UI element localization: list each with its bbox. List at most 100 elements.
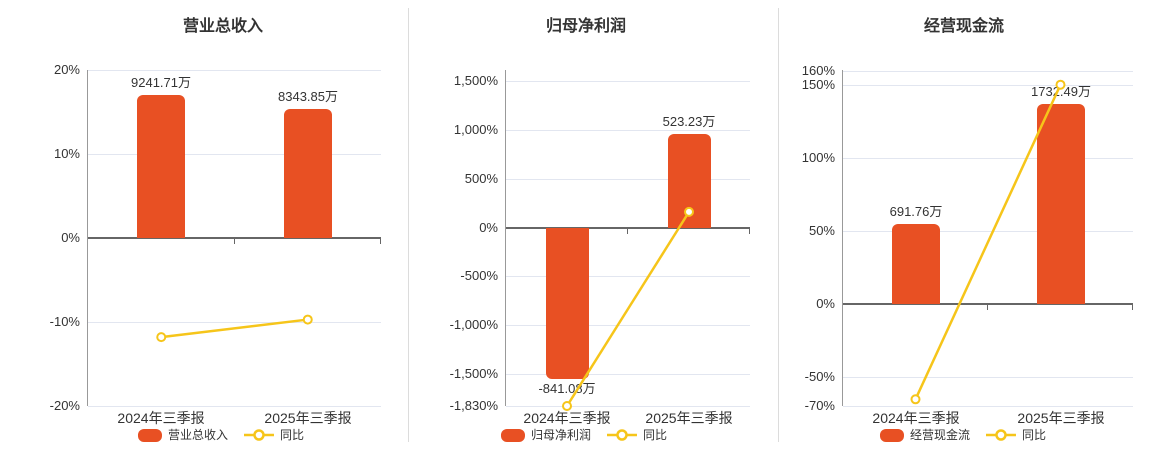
x-axis-tick — [987, 305, 988, 310]
x-axis-category-label: 2025年三季报 — [264, 410, 352, 426]
y-axis-tick-label: 1,500% — [453, 73, 498, 88]
revenue-chart-panel: 营业总收入 9241.71万 8343.85万 20% 10% 0% -10% -20% 202… — [0, 0, 408, 450]
gridline — [843, 85, 1133, 86]
bar-value-label: 9241.71万 — [131, 75, 191, 90]
x-axis-category-label: 2025年三季报 — [645, 410, 733, 426]
y-axis-tick-label: 0% — [479, 220, 498, 235]
yoy-line-path — [565, 211, 691, 407]
y-axis-tick-label: 1,000% — [453, 122, 498, 137]
y-axis-tick-label: -1,000% — [449, 317, 498, 332]
x-axis-tick — [1132, 305, 1133, 310]
x-axis-tick — [627, 229, 628, 234]
legend-bar-swatch — [500, 428, 525, 442]
gridline — [843, 158, 1133, 159]
x-axis-category-label: 2024年三季报 — [523, 410, 611, 426]
gridline — [843, 71, 1133, 72]
gridline — [506, 325, 750, 326]
y-axis-tick-label: -20% — [49, 398, 80, 413]
plot-area: 9241.71万 8343.85万 — [87, 70, 381, 407]
legend-label: 经营现金流 — [909, 428, 970, 442]
panel-divider — [408, 8, 409, 442]
panel-divider — [778, 8, 779, 442]
legend-label: 归母净利润 — [530, 428, 591, 442]
legend-item-yoy[interactable]: 同比 — [244, 428, 304, 442]
gridline — [88, 154, 381, 155]
y-axis-line — [505, 70, 506, 406]
chart-title: 归母净利润 — [545, 18, 627, 35]
legend-bar-swatch — [137, 428, 162, 442]
y-axis-tick-label: 150% — [801, 77, 835, 92]
x-axis-category-label: 2024年三季报 — [117, 410, 205, 426]
bar-2024年三季报[interactable] — [892, 224, 940, 304]
legend-line-icon — [244, 429, 274, 441]
gridline — [506, 406, 750, 407]
yoy-line — [562, 206, 694, 411]
y-axis-tick-label: 100% — [801, 150, 835, 165]
y-axis-tick-label: 0% — [816, 296, 835, 311]
gridline — [506, 130, 750, 131]
gridline — [88, 406, 381, 407]
x-axis-category-label: 2024年三季报 — [872, 410, 960, 426]
bar-value-label: 691.76万 — [889, 204, 943, 219]
yoy-marker[interactable] — [684, 206, 694, 217]
yoy-line-path — [161, 318, 308, 339]
yoy-line — [156, 314, 313, 343]
bar-2025年三季报[interactable] — [284, 109, 332, 238]
y-axis-tick-label: -70% — [804, 398, 835, 413]
legend-line-icon — [607, 429, 637, 441]
legend: 营业总收入 同比 — [137, 428, 304, 442]
plot-area: -841.08万 523.23万 — [505, 70, 750, 411]
x-axis-tick — [380, 239, 381, 244]
yoy-line-path — [914, 84, 1062, 400]
y-axis-tick-label: -1,830% — [449, 398, 498, 413]
legend: 经营现金流 同比 — [879, 428, 1046, 442]
y-axis-tick-label: -1,500% — [449, 366, 498, 381]
plot-area: 691.76万 1732.49万 — [842, 70, 1133, 407]
legend-line-icon — [986, 429, 1016, 441]
legend-item-yoy[interactable]: 同比 — [986, 428, 1046, 442]
gridline — [88, 322, 381, 323]
x-axis-category-label: 2025年三季报 — [1017, 410, 1105, 426]
yoy-marker[interactable] — [910, 394, 921, 405]
y-axis-tick-label: -10% — [49, 314, 80, 329]
bar-2024年三季报[interactable] — [546, 228, 589, 379]
gridline — [506, 276, 750, 277]
yoy-marker[interactable] — [1055, 79, 1066, 90]
legend-item-yoy[interactable]: 同比 — [607, 428, 667, 442]
yoy-marker[interactable] — [562, 401, 572, 411]
net-profit-chart-panel: 归母净利润 -841.08万 523.23万 1,500% 1,000% 500% 0% -5… — [408, 0, 778, 450]
x-axis-zero-line — [843, 303, 1133, 305]
y-axis-line — [842, 70, 843, 406]
y-axis-tick-label: 50% — [808, 223, 835, 238]
yoy-marker[interactable] — [156, 332, 167, 343]
y-axis-tick-label: -500% — [460, 268, 498, 283]
legend-label: 同比 — [643, 428, 668, 442]
chart-title: 营业总收入 — [182, 18, 264, 35]
bar-2025年三季报[interactable] — [1037, 104, 1085, 304]
bar-value-label: 523.23万 — [662, 114, 716, 129]
legend-label: 营业总收入 — [167, 428, 228, 442]
legend-item-revenue[interactable]: 营业总收入 — [137, 428, 228, 442]
y-axis-line — [87, 70, 88, 406]
y-axis-tick-label: 0% — [61, 230, 80, 245]
y-axis-tick-label: 500% — [464, 171, 498, 186]
y-axis-tick-label: 10% — [53, 146, 80, 161]
y-axis-tick-label: -50% — [804, 369, 835, 384]
gridline — [843, 406, 1133, 407]
legend-label: 同比 — [280, 428, 305, 442]
gridline — [506, 81, 750, 82]
gridline — [88, 70, 381, 71]
x-axis-zero-line — [88, 237, 381, 239]
yoy-marker[interactable] — [302, 314, 313, 325]
gridline — [506, 179, 750, 180]
x-axis-zero-line — [506, 227, 750, 229]
legend-item-net-profit[interactable]: 归母净利润 — [500, 428, 591, 442]
y-axis-tick-label: 20% — [53, 62, 80, 77]
chart-title: 经营现金流 — [923, 18, 1005, 35]
legend-item-operating-cash-flow[interactable]: 经营现金流 — [879, 428, 970, 442]
gridline — [843, 231, 1133, 232]
bar-2024年三季报[interactable] — [137, 95, 185, 238]
legend: 归母净利润 同比 — [500, 428, 667, 442]
x-axis-tick — [234, 239, 235, 244]
